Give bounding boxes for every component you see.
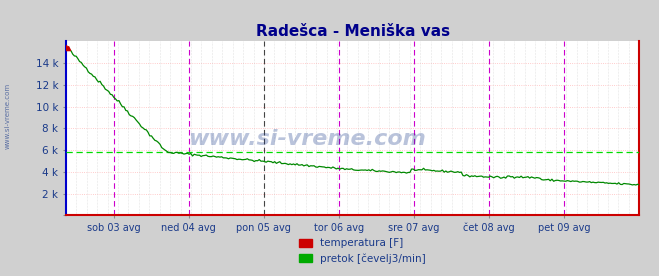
Text: www.si-vreme.com: www.si-vreme.com [5,83,11,149]
Title: Radešca - Meniška vas: Radešca - Meniška vas [256,24,449,39]
Text: www.si-vreme.com: www.si-vreme.com [188,129,426,149]
Legend: temperatura [F], pretok [čevelj3/min]: temperatura [F], pretok [čevelj3/min] [295,234,430,268]
